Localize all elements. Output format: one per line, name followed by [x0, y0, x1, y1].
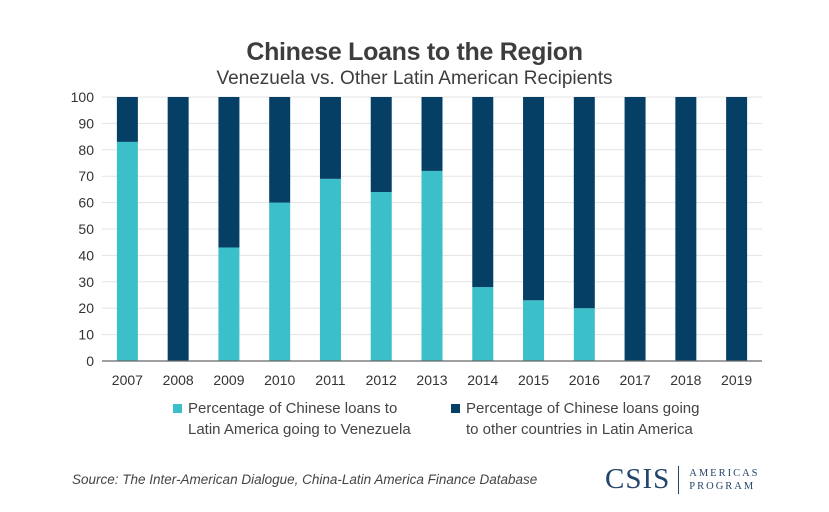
- x-tick-label-2007: 2007: [112, 372, 143, 388]
- y-tick-label-20: 20: [78, 300, 94, 316]
- x-tick-label-2019: 2019: [721, 372, 752, 388]
- y-tick-label-50: 50: [78, 221, 94, 237]
- bar-venezuela-2016: [573, 308, 595, 361]
- logo-wordmark: CSIS: [605, 463, 671, 495]
- y-tick-label-10: 10: [78, 327, 94, 343]
- bar-venezuela-2015: [523, 300, 545, 361]
- y-tick-label-60: 60: [78, 195, 94, 211]
- x-tick-label-2008: 2008: [163, 372, 194, 388]
- y-tick-label-90: 90: [78, 115, 94, 131]
- bar-other-2008: [167, 97, 189, 361]
- bar-other-2019: [726, 97, 748, 361]
- bar-other-2014: [472, 97, 494, 288]
- x-tick-label-2016: 2016: [569, 372, 600, 388]
- bar-venezuela-2013: [421, 170, 443, 361]
- x-tick-label-2018: 2018: [670, 372, 701, 388]
- x-tick-label-2017: 2017: [619, 372, 650, 388]
- x-tick-label-2015: 2015: [518, 372, 549, 388]
- legend-label-other: Percentage of Chinese loans going to oth…: [466, 400, 700, 438]
- bar-other-2010: [269, 97, 291, 203]
- chart-subtitle: Venezuela vs. Other Latin American Recip…: [216, 68, 613, 89]
- logo-divider: [678, 465, 680, 494]
- logo-program: AMERICAS PROGRAM: [689, 467, 760, 492]
- bar-venezuela-2009: [218, 247, 240, 361]
- legend-swatch-venezuela: [173, 404, 182, 413]
- bar-other-2011: [319, 97, 341, 179]
- y-tick-label-100: 100: [71, 89, 95, 105]
- x-tick-label-2011: 2011: [315, 372, 345, 388]
- y-tick-label-40: 40: [78, 247, 94, 263]
- bar-other-2018: [675, 97, 697, 361]
- legend-swatch-other: [451, 404, 460, 413]
- bar-venezuela-2011: [319, 178, 341, 361]
- bar-venezuela-2007: [116, 141, 138, 361]
- y-tick-label-80: 80: [78, 142, 94, 158]
- bar-other-2013: [421, 97, 443, 171]
- bar-other-2009: [218, 97, 240, 248]
- legend-item-other: Percentage of Chinese loans going to oth…: [451, 398, 700, 440]
- x-tick-label-2014: 2014: [467, 372, 498, 388]
- x-tick-label-2013: 2013: [416, 372, 447, 388]
- y-tick-label-0: 0: [86, 353, 94, 369]
- bar-other-2016: [573, 97, 595, 309]
- x-tick-label-2010: 2010: [264, 372, 295, 388]
- y-tick-label-70: 70: [78, 168, 94, 184]
- chart-title: Chinese Loans to the Region: [246, 38, 583, 66]
- bar-venezuela-2014: [472, 287, 494, 361]
- source-note: Source: The Inter-American Dialogue, Chi…: [72, 472, 538, 487]
- bar-venezuela-2010: [269, 202, 291, 361]
- x-tick-label-2009: 2009: [213, 372, 244, 388]
- bar-other-2017: [624, 97, 646, 361]
- bar-other-2015: [523, 97, 545, 301]
- bar-chart: 0 10 20 30 40 50 60 70 80 90 100 2007 2008 2009 2010 20…: [71, 89, 762, 388]
- bar-venezuela-2012: [370, 192, 392, 361]
- y-tick-label-30: 30: [78, 274, 94, 290]
- x-tick-label-2012: 2012: [366, 372, 397, 388]
- csis-logo: CSIS AMERICAS PROGRAM: [605, 463, 760, 496]
- legend-label-venezuela: Percentage of Chinese loans to Latin Ame…: [188, 400, 411, 438]
- bar-other-2012: [370, 97, 392, 193]
- bar-other-2007: [116, 97, 138, 142]
- legend-item-venezuela: Percentage of Chinese loans to Latin Ame…: [173, 398, 411, 440]
